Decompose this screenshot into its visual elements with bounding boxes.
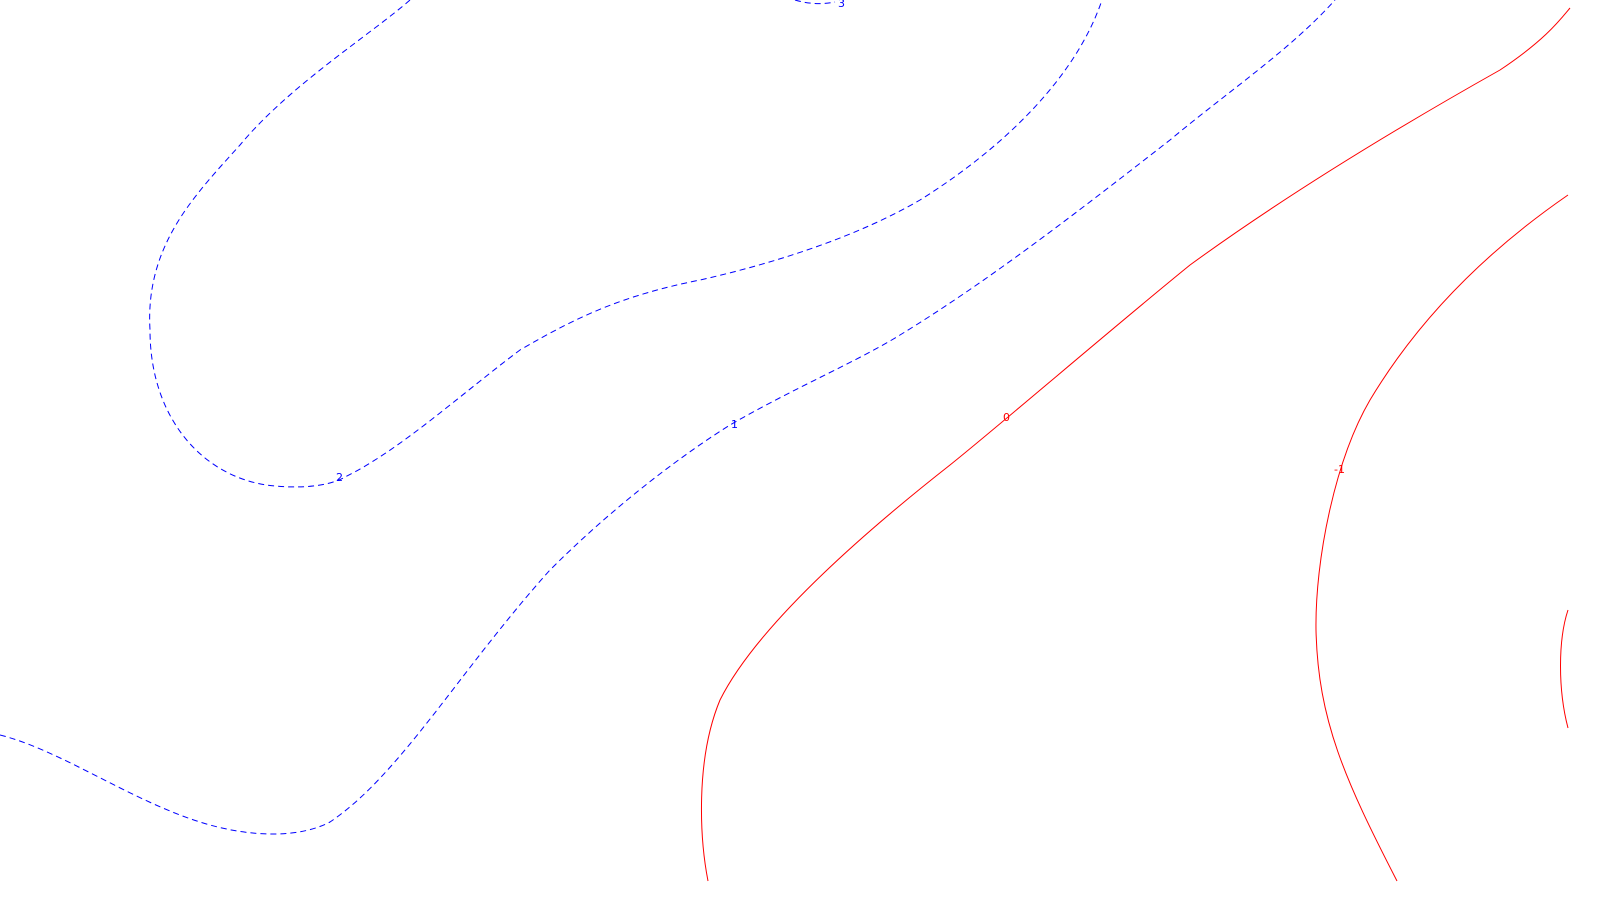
- contour-level-0: 0: [700, 7, 1571, 882]
- contour-label-3: 3: [838, 0, 845, 10]
- contour-label-2: 2: [336, 471, 343, 484]
- contour-level-neg2: [1560, 609, 1569, 729]
- contour-line-2: [149, 0, 1103, 488]
- contour-label-0: 0: [1003, 411, 1010, 424]
- contour-line-1: [0, 0, 1336, 835]
- contour-line-3: [794, 0, 836, 5]
- contour-level-1: 1: [0, 0, 1336, 835]
- contour-level-2: 2: [149, 0, 1103, 488]
- contour-line-neg2: [1560, 609, 1569, 729]
- contour-line-neg1: [1315, 194, 1569, 882]
- contour-label-neg1: -1: [1334, 463, 1345, 476]
- contour-line-0: [700, 7, 1571, 882]
- contour-level-3: 3: [794, 0, 845, 10]
- contour-label-1: 1: [731, 418, 738, 431]
- contour-level-neg1: -1: [1315, 194, 1569, 882]
